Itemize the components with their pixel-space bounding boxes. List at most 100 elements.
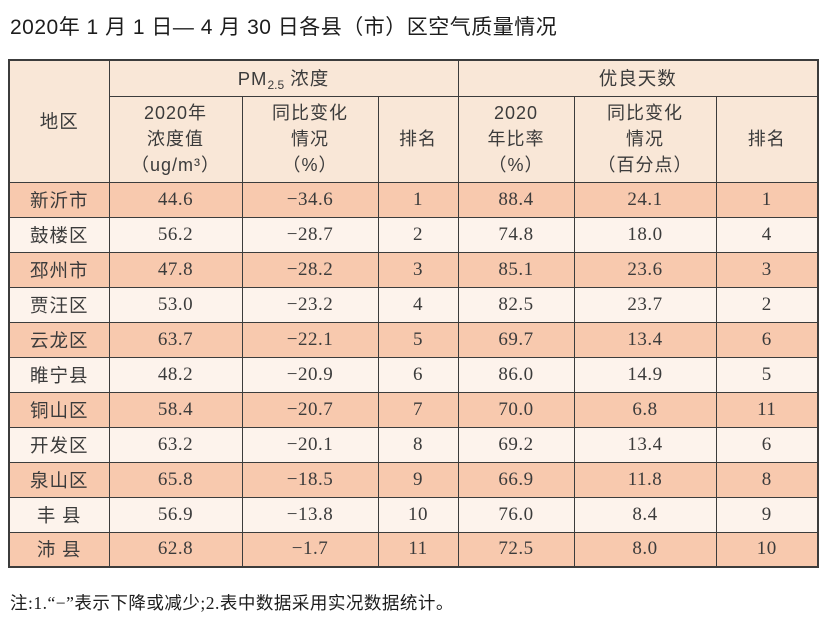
table-row: 铜山区 58.4 −20.7 7 70.0 6.8 11 (8, 391, 819, 428)
gd-change-cell: 23.6 (573, 251, 717, 288)
gd-ratio-cell: 76.0 (457, 496, 575, 533)
pm-value-cell: 53.0 (108, 286, 243, 323)
region-cell: 泉山区 (8, 461, 110, 498)
gd-rank-cell: 4 (715, 216, 819, 253)
region-cell: 新沂市 (8, 181, 110, 218)
gd-rank-cell: 2 (715, 286, 819, 323)
table-row: 鼓楼区 56.2 −28.7 2 74.8 18.0 4 (8, 216, 819, 253)
pm-value-cell: 56.9 (108, 496, 243, 533)
table-body: 新沂市 44.6 −34.6 1 88.4 24.1 1 鼓楼区 56.2 −2… (8, 181, 819, 568)
table-row: 邳州市 47.8 −28.2 3 85.1 23.6 3 (8, 251, 819, 288)
table-row: 贾汪区 53.0 −23.2 4 82.5 23.7 2 (8, 286, 819, 323)
region-cell: 睢宁县 (8, 356, 110, 393)
gd-ratio-cell: 66.9 (457, 461, 575, 498)
gd-ratio-cell: 69.7 (457, 321, 575, 358)
gd-ratio-cell: 72.5 (457, 531, 575, 568)
region-cell: 沛 县 (8, 531, 110, 568)
table-row: 睢宁县 48.2 −20.9 6 86.0 14.9 5 (8, 356, 819, 393)
gd-rank-cell: 6 (715, 426, 819, 463)
pm-rank-cell: 8 (377, 426, 459, 463)
gd-ratio-cell: 86.0 (457, 356, 575, 393)
pm-change-cell: −1.7 (241, 531, 379, 568)
pm-rank-cell: 9 (377, 461, 459, 498)
gd-ratio-cell: 85.1 (457, 251, 575, 288)
pm-rank-cell: 10 (377, 496, 459, 533)
pm-change-cell: −13.8 (241, 496, 379, 533)
table-row: 沛 县 62.8 −1.7 11 72.5 8.0 10 (8, 531, 819, 568)
column-header-gd-rank: 排名 (715, 95, 819, 183)
footnote: 注:1.“−”表示下降或减少;2.表中数据采用实况数据统计。 (10, 593, 454, 613)
gd-change-cell: 13.4 (573, 321, 717, 358)
column-header-pm-change: 同比变化 情况 （%） (241, 95, 379, 183)
gd-rank-cell: 11 (715, 391, 819, 428)
gd-ratio-cell: 74.8 (457, 216, 575, 253)
gd-rank-cell: 8 (715, 461, 819, 498)
pm-change-cell: −20.7 (241, 391, 379, 428)
pm-value-cell: 47.8 (108, 251, 243, 288)
table-row: 泉山区 65.8 −18.5 9 66.9 11.8 8 (8, 461, 819, 498)
pm-value-cell: 65.8 (108, 461, 243, 498)
gd-rank-cell: 1 (715, 181, 819, 218)
gd-rank-cell: 3 (715, 251, 819, 288)
pm-change-cell: −34.6 (241, 181, 379, 218)
pm-value-cell: 63.7 (108, 321, 243, 358)
gd-rank-cell: 10 (715, 531, 819, 568)
gd-rank-cell: 9 (715, 496, 819, 533)
pm-value-cell: 62.8 (108, 531, 243, 568)
pm-rank-cell: 11 (377, 531, 459, 568)
pm-rank-cell: 1 (377, 181, 459, 218)
gd-rank-cell: 5 (715, 356, 819, 393)
region-cell: 丰 县 (8, 496, 110, 533)
table-row: 云龙区 63.7 −22.1 5 69.7 13.4 6 (8, 321, 819, 358)
column-header-gd-ratio: 2020 年比率 （%） (457, 95, 575, 183)
air-quality-table: 地区 PM2.5 浓度 优良天数 2020年 浓度值 （ug/m³） 同比变化 … (8, 59, 820, 568)
column-header-pm-rank: 排名 (377, 95, 459, 183)
pm-rank-cell: 4 (377, 286, 459, 323)
gd-ratio-cell: 69.2 (457, 426, 575, 463)
gd-change-cell: 6.8 (573, 391, 717, 428)
pm-rank-cell: 3 (377, 251, 459, 288)
region-cell: 邳州市 (8, 251, 110, 288)
pm-rank-cell: 7 (377, 391, 459, 428)
column-group-good-days: 优良天数 (457, 59, 819, 97)
column-header-pm-value: 2020年 浓度值 （ug/m³） (108, 95, 243, 183)
gd-change-cell: 8.4 (573, 496, 717, 533)
region-cell: 鼓楼区 (8, 216, 110, 253)
pm-rank-cell: 2 (377, 216, 459, 253)
pm-change-cell: −20.1 (241, 426, 379, 463)
column-header-gd-change: 同比变化 情况 （百分点） (573, 95, 717, 183)
table-row: 丰 县 56.9 −13.8 10 76.0 8.4 9 (8, 496, 819, 533)
page-title: 2020年 1 月 1 日— 4 月 30 日各县（市）区空气质量情况 (10, 16, 558, 39)
gd-ratio-cell: 88.4 (457, 181, 575, 218)
table-row: 开发区 63.2 −20.1 8 69.2 13.4 6 (8, 426, 819, 463)
pm25-label-suffix: 浓度 (284, 67, 330, 89)
pm-change-cell: −23.2 (241, 286, 379, 323)
pm-change-cell: −28.7 (241, 216, 379, 253)
gd-change-cell: 11.8 (573, 461, 717, 498)
table-header: 地区 PM2.5 浓度 优良天数 2020年 浓度值 （ug/m³） 同比变化 … (8, 59, 819, 183)
gd-change-cell: 18.0 (573, 216, 717, 253)
pm-value-cell: 58.4 (108, 391, 243, 428)
table-row: 新沂市 44.6 −34.6 1 88.4 24.1 1 (8, 181, 819, 218)
gd-change-cell: 8.0 (573, 531, 717, 568)
pm-value-cell: 48.2 (108, 356, 243, 393)
pm25-label-prefix: PM (237, 67, 268, 89)
pm-change-cell: −28.2 (241, 251, 379, 288)
gd-rank-cell: 6 (715, 321, 819, 358)
pm-change-cell: −22.1 (241, 321, 379, 358)
gd-ratio-cell: 70.0 (457, 391, 575, 428)
gd-ratio-cell: 82.5 (457, 286, 575, 323)
column-header-region: 地区 (8, 59, 110, 183)
region-cell: 铜山区 (8, 391, 110, 428)
pm-rank-cell: 6 (377, 356, 459, 393)
column-group-pm25: PM2.5 浓度 (108, 59, 459, 97)
pm-value-cell: 63.2 (108, 426, 243, 463)
region-cell: 贾汪区 (8, 286, 110, 323)
pm-value-cell: 44.6 (108, 181, 243, 218)
pm25-label-subscript: 2.5 (267, 77, 285, 92)
pm-change-cell: −20.9 (241, 356, 379, 393)
gd-change-cell: 24.1 (573, 181, 717, 218)
pm-value-cell: 56.2 (108, 216, 243, 253)
gd-change-cell: 13.4 (573, 426, 717, 463)
